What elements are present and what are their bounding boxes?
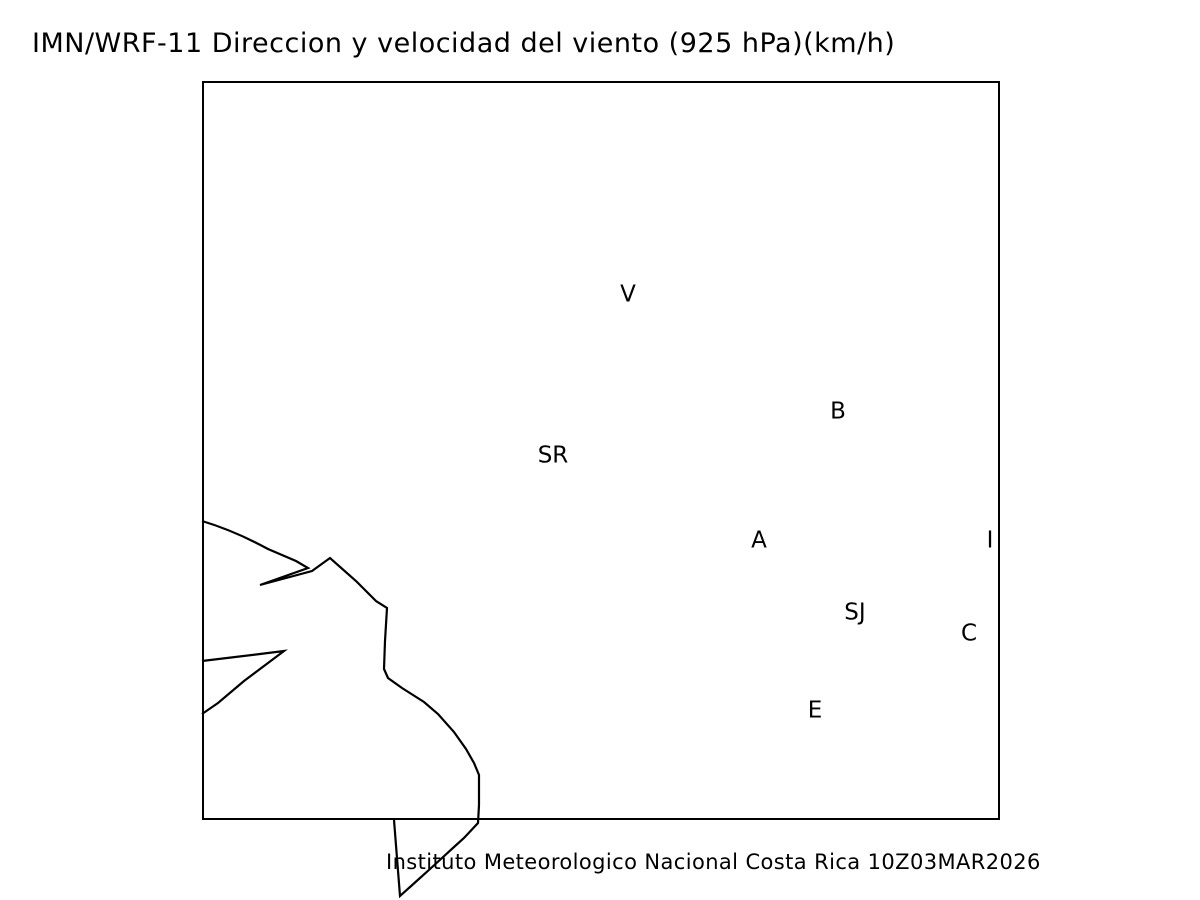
station-label-a: A bbox=[751, 527, 767, 554]
station-label-b: B bbox=[830, 398, 846, 425]
figure-footer: Instituto Meteorologico Nacional Costa R… bbox=[386, 850, 1041, 874]
coastline-map bbox=[201, 519, 481, 899]
station-label-sr: SR bbox=[537, 442, 569, 469]
coastline-nicoya-path bbox=[201, 519, 481, 899]
page-title: IMN/WRF-11 Direccion y velocidad del vie… bbox=[32, 28, 896, 59]
station-label-i: I bbox=[986, 527, 994, 554]
station-label-sj: SJ bbox=[844, 599, 866, 626]
station-label-c: C bbox=[960, 620, 978, 647]
plot-frame-border bbox=[202, 81, 1000, 820]
coastline-bay-notch-path bbox=[201, 649, 288, 715]
station-label-v: V bbox=[620, 281, 636, 308]
station-label-e: E bbox=[807, 697, 823, 724]
coastline-group bbox=[201, 519, 481, 899]
map-plot-area: V B SR A I SJ C E bbox=[201, 81, 1000, 899]
